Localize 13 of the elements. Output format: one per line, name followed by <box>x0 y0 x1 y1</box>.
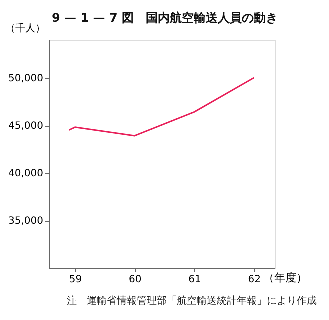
x-axis-title: （年度） <box>264 272 308 284</box>
y-tick-label: 45,000 <box>8 121 44 132</box>
line-series <box>68 77 255 137</box>
y-axis-title: （千人） <box>6 22 46 34</box>
chart-title: 9 — 1 — 7 図 国内航空輸送人員の動き <box>52 11 278 25</box>
y-tick-label: 40,000 <box>8 168 44 180</box>
x-tick-label: 61 <box>188 274 202 286</box>
x-tick-label: 62 <box>248 274 261 286</box>
y-tick-label: 50,000 <box>8 74 44 84</box>
x-tick-label: 60 <box>129 274 142 286</box>
x-tick-label: 59 <box>69 274 82 286</box>
y-tick-label: 35,000 <box>8 216 44 227</box>
text: 注 運輸省情報管理部「航空輸送統計年報」により作成 <box>67 295 317 307</box>
